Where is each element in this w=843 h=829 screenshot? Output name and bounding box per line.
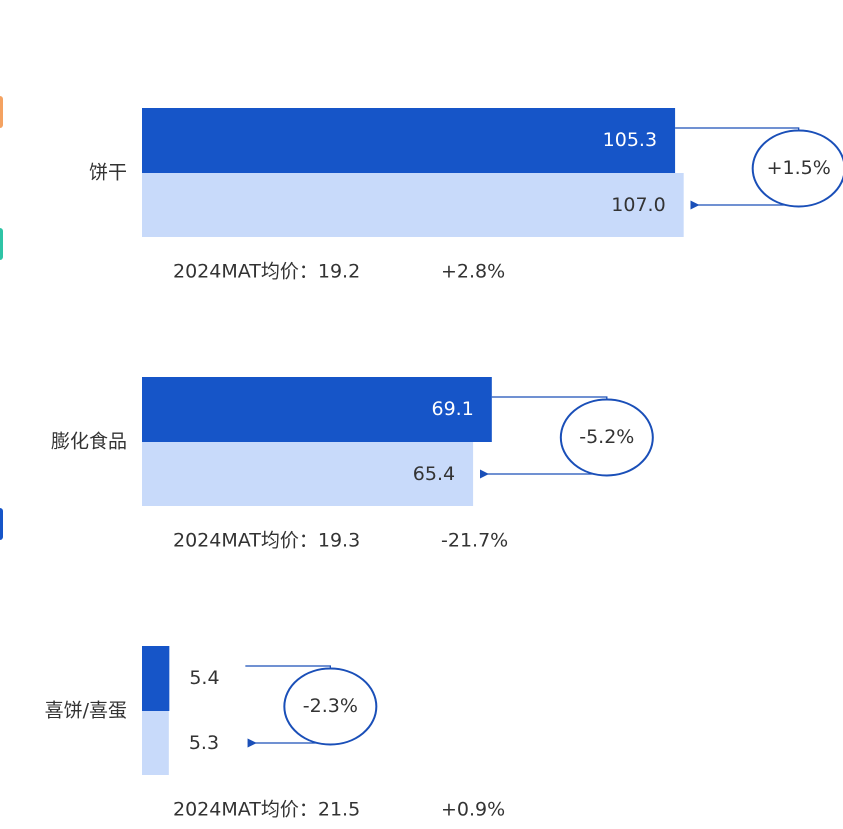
- bar: [142, 442, 474, 506]
- annotation: 2024MAT均价：21.5: [173, 799, 360, 821]
- bar: [142, 377, 492, 442]
- change-label: -5.2%: [579, 426, 634, 448]
- value-label: 65.4: [413, 463, 455, 485]
- annotation: 2024MAT均价：19.2: [173, 261, 360, 283]
- edge-decoration: [0, 508, 3, 540]
- value-label: 5.4: [189, 667, 219, 689]
- bar: [142, 646, 170, 711]
- value-label: 107.0: [611, 194, 665, 216]
- value-label: 69.1: [432, 398, 474, 420]
- value-label: 105.3: [603, 129, 657, 151]
- bar: [142, 711, 169, 775]
- annotation-change: +2.8%: [441, 261, 505, 283]
- category-label: 喜饼/喜蛋: [45, 700, 127, 722]
- change-bubble: [283, 667, 378, 746]
- category-label: 膨化食品: [51, 431, 127, 453]
- category-label: 饼干: [89, 162, 127, 184]
- change-label: -2.3%: [303, 695, 358, 717]
- value-label: 5.3: [189, 732, 219, 754]
- annotation: 2024MAT均价：19.3: [173, 530, 360, 552]
- bar: [142, 173, 684, 237]
- change-label: +1.5%: [767, 157, 831, 179]
- edge-decoration: [0, 96, 3, 128]
- bar: [142, 108, 676, 173]
- annotation-change: +0.9%: [441, 799, 505, 821]
- edge-decoration: [0, 228, 3, 260]
- annotation-change: -21.7%: [441, 530, 508, 552]
- change-bubble: [751, 129, 843, 208]
- change-bubble: [559, 398, 654, 477]
